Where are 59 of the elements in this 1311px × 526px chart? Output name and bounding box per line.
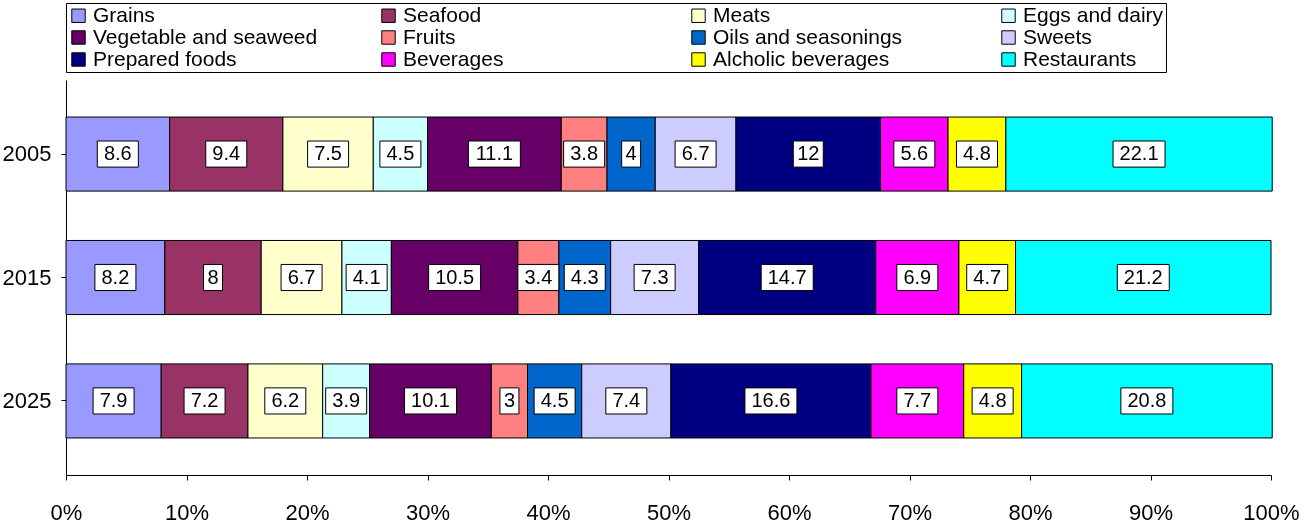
- legend-label: Seafood: [403, 2, 482, 26]
- data-label: 4.5: [540, 388, 569, 411]
- data-label: 10.1: [411, 388, 450, 411]
- data-label: 7.4: [612, 388, 641, 411]
- data-label: 16.6: [751, 388, 791, 411]
- legend-label: Fruits: [403, 24, 456, 48]
- data-label: 4.8: [963, 142, 991, 165]
- data-label: 7.3: [640, 265, 669, 288]
- data-label: 8.6: [103, 142, 132, 165]
- data-label: 8.2: [101, 265, 130, 288]
- data-label: 7.7: [903, 388, 932, 411]
- y-tick-label: 2015: [2, 264, 52, 290]
- x-tick-label: 10%: [164, 499, 210, 525]
- data-label: 9.4: [212, 142, 241, 165]
- data-label: 8: [207, 265, 219, 288]
- x-tick-label: 0%: [50, 499, 83, 525]
- legend-label: Vegetable and seaweed: [93, 24, 318, 48]
- x-tick-label: 40%: [526, 499, 571, 525]
- x-tick-label: 50%: [646, 499, 692, 525]
- data-label: 5.6: [900, 142, 929, 165]
- data-label: 6.7: [287, 265, 316, 288]
- legend-label: Eggs and dairy: [1023, 2, 1164, 26]
- data-label: 10.5: [435, 265, 475, 288]
- data-label: 4.8: [978, 388, 1007, 411]
- data-label: 4.7: [973, 265, 1002, 288]
- data-label: 12: [797, 142, 820, 165]
- data-label: 3.9: [332, 388, 361, 411]
- data-label: 6.7: [681, 142, 710, 165]
- legend-label: Meats: [713, 2, 771, 26]
- data-label: 21.2: [1123, 265, 1163, 288]
- data-label: 11.1: [475, 142, 514, 165]
- data-label: 14.7: [767, 265, 807, 288]
- data-label: 6.9: [903, 265, 932, 288]
- data-label: 22.1: [1119, 142, 1159, 165]
- data-label: 7.2: [190, 388, 219, 411]
- data-label: 3: [503, 388, 515, 411]
- legend-label: Beverages: [403, 46, 504, 70]
- data-label: 7.9: [99, 388, 128, 411]
- data-label: 4.5: [386, 142, 415, 165]
- x-tick-label: 30%: [405, 499, 451, 525]
- data-label: 3.8: [570, 142, 599, 165]
- legend-label: Oils and seasonings: [713, 24, 903, 48]
- x-tick-label: 70%: [887, 499, 933, 525]
- data-label: 20.8: [1127, 388, 1167, 411]
- data-label: 4.1: [352, 265, 381, 288]
- x-tick-label: 100%: [1243, 499, 1300, 525]
- legend-label: Restaurants: [1023, 46, 1137, 70]
- y-tick-label: 2025: [2, 387, 52, 413]
- x-tick-label: 80%: [1008, 499, 1053, 525]
- data-label: 3.4: [524, 265, 553, 288]
- x-tick-label: 60%: [767, 499, 812, 525]
- data-label: 4: [625, 142, 637, 165]
- data-label: 6.2: [271, 388, 300, 411]
- legend-label: Grains: [93, 2, 155, 26]
- x-tick-label: 20%: [285, 499, 330, 525]
- data-label: 4.3: [570, 265, 599, 288]
- data-label: 7.5: [314, 142, 342, 165]
- x-tick-label: 90%: [1128, 499, 1174, 525]
- y-tick-label: 2005: [2, 141, 52, 167]
